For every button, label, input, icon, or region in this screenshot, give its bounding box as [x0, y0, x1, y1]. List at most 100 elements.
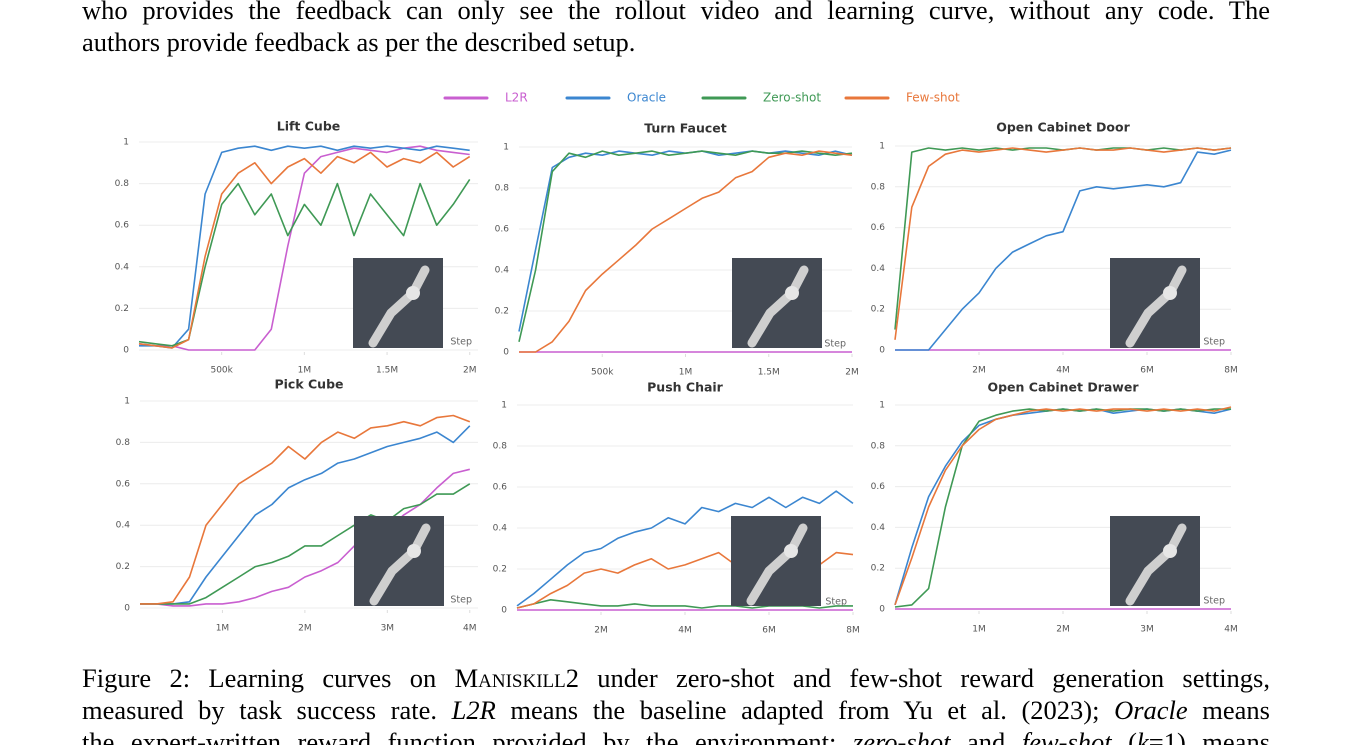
x-tick-label: 500k	[210, 366, 233, 376]
y-tick-label: 0.4	[115, 262, 130, 272]
robot-arm	[1125, 265, 1187, 348]
caption-text: means	[1187, 695, 1270, 725]
x-axis-label: Step	[1203, 596, 1225, 607]
y-tick-label: 0	[124, 604, 130, 614]
robot-arm	[368, 265, 430, 348]
y-tick-label: 0.2	[495, 307, 509, 317]
series-line	[516, 490, 854, 607]
x-tick-label: 1M	[298, 366, 312, 376]
x-tick-label: 2M	[298, 624, 312, 634]
chart-title: Open Cabinet Door	[996, 120, 1130, 135]
y-tick-label: 0.6	[871, 223, 886, 233]
chart-title: Turn Faucet	[644, 121, 726, 136]
x-axis-label: Step	[1203, 337, 1225, 348]
robot-arm	[746, 523, 808, 606]
y-tick-label: 0.4	[493, 524, 508, 534]
caption-line: Figure 2: Learning curves on Maniskill2 …	[82, 662, 1270, 694]
caption-text: under zero-shot and few-shot reward gene…	[579, 663, 1270, 693]
x-tick-label: 2M	[1056, 625, 1070, 635]
x-axis-label: Step	[825, 597, 847, 608]
robot-joint	[407, 544, 421, 558]
caption-text: (	[1111, 727, 1137, 745]
x-tick-label: 3M	[1140, 625, 1154, 635]
y-tick-label: 0.4	[871, 264, 886, 274]
y-tick-label: 0.8	[116, 438, 131, 448]
robot-joint	[785, 286, 799, 300]
y-tick-label: 0.2	[871, 305, 885, 315]
x-tick-label: 1M	[679, 368, 693, 378]
chart-title: Pick Cube	[274, 377, 343, 392]
series-line	[894, 406, 1232, 606]
x-tick-label: 6M	[1140, 366, 1154, 376]
x-tick-label: 2M	[972, 366, 986, 376]
x-tick-label: 4M	[678, 626, 692, 636]
y-tick-label: 0.6	[495, 225, 510, 235]
figure: L2R Oracle Zero-shot Few-shot Lift Cube 0 0.2 0…	[115, 91, 1238, 636]
y-tick-label: 1	[123, 138, 129, 148]
y-tick-label: 0.6	[115, 221, 130, 231]
caption-text: Maniskill2	[454, 663, 580, 693]
y-tick-label: 0.2	[493, 565, 507, 575]
y-tick-label: 0.6	[871, 482, 886, 492]
x-tick-label: 1.5M	[376, 366, 398, 376]
legend-label: Zero-shot	[763, 91, 821, 105]
x-tick-label: 4M	[463, 624, 477, 634]
x-axis-label: Step	[824, 339, 846, 350]
y-tick-label: 1	[503, 143, 509, 153]
caption-text: =1) means	[1148, 727, 1270, 745]
chart-title: Open Cabinet Drawer	[987, 380, 1139, 395]
series-line	[138, 151, 471, 349]
x-tick-label: 2M	[463, 366, 477, 376]
y-tick-label: 1	[879, 401, 885, 411]
chart-title: Lift Cube	[277, 119, 341, 134]
x-tick-label: 500k	[591, 368, 614, 378]
y-tick-label: 0.2	[115, 304, 129, 314]
series-line	[140, 483, 471, 605]
inset-image	[1110, 258, 1200, 348]
caption-text: Figure 2: Learning curves on	[82, 663, 455, 693]
x-axis-label: Step	[450, 595, 472, 606]
body-text: who provides the feedback can only see t…	[82, 0, 1270, 58]
legend-label: Oracle	[627, 91, 666, 105]
series-line	[140, 425, 471, 605]
y-tick-label: 1	[124, 397, 130, 407]
y-tick-label: 0	[879, 605, 885, 615]
series-line	[518, 150, 853, 342]
caption-text: and	[950, 727, 1022, 745]
y-tick-label: 0.8	[493, 442, 508, 452]
x-tick-label: 1.5M	[758, 368, 780, 378]
y-tick-label: 0.8	[871, 441, 886, 451]
y-tick-label: 1	[501, 401, 507, 411]
caption-text: measured by task success rate.	[82, 695, 452, 725]
robot-joint	[406, 286, 420, 300]
y-tick-label: 0	[879, 346, 885, 356]
series-line	[895, 149, 1232, 351]
caption-text: few-shot	[1021, 727, 1112, 745]
inset-image	[1110, 516, 1200, 606]
caption-text: k	[1137, 727, 1149, 745]
inset-image	[353, 258, 443, 348]
x-axis-label: Step	[450, 337, 472, 348]
text-line: authors provide feedback as per the desc…	[82, 27, 636, 57]
y-tick-label: 0.8	[871, 182, 886, 192]
caption-text: means the baseline adapted from Yu et al…	[495, 695, 1115, 725]
y-tick-label: 0.2	[116, 562, 130, 572]
legend-label: L2R	[505, 91, 528, 105]
y-tick-label: 0.2	[871, 564, 885, 574]
x-tick-label: 8M	[1224, 366, 1238, 376]
caption-line: measured by task success rate. L2R means…	[82, 694, 1270, 726]
y-tick-label: 0.6	[116, 479, 131, 489]
caption-text: Oracle	[1114, 695, 1188, 725]
robot-arm	[1125, 523, 1187, 606]
caption-text: L2R	[451, 695, 496, 725]
robot-arm	[369, 523, 431, 606]
x-tick-label: 6M	[762, 626, 776, 636]
series-line	[140, 468, 470, 607]
x-tick-label: 2M	[845, 368, 859, 378]
robot-joint	[784, 544, 798, 558]
y-tick-label: 0.8	[115, 179, 130, 189]
series-line	[140, 414, 471, 605]
y-tick-label: 0.4	[871, 523, 886, 533]
inset-image	[732, 258, 822, 348]
